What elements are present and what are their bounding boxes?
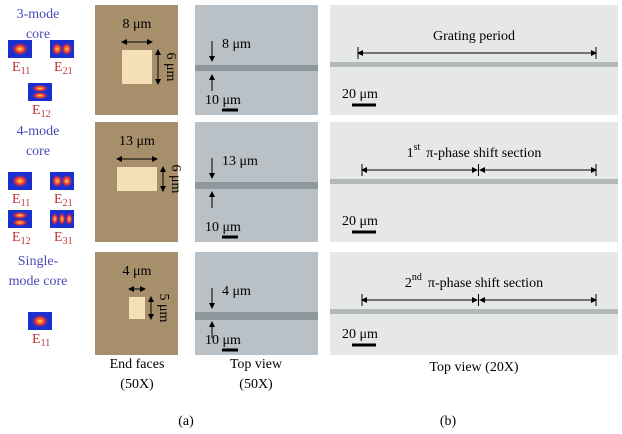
text-part: E: [12, 60, 21, 75]
top-view-width: 13 μm: [222, 154, 258, 169]
text-part: 12: [41, 109, 51, 120]
core-label: 3-mode: [17, 7, 60, 22]
mode-label: E21: [54, 60, 73, 77]
top-view-scale: 10 μm: [205, 333, 241, 348]
top-view-width: 8 μm: [222, 37, 251, 52]
text-part: E: [12, 230, 21, 245]
caption: Top view (20X): [429, 360, 519, 375]
caption: (50X): [239, 377, 273, 392]
text-part: 2: [405, 276, 412, 291]
section-title: Grating period: [433, 29, 515, 44]
end-face-width: 8 μm: [123, 17, 152, 32]
mode-lobe: [11, 174, 29, 188]
text-part: π-phase shift section: [426, 146, 541, 161]
core-label: core: [26, 27, 50, 42]
text-part: 31: [63, 236, 73, 247]
mode-lobe: [61, 42, 73, 56]
scale-label: 20 μm: [342, 87, 378, 102]
mode-lobe: [11, 211, 29, 219]
mode-label: E31: [54, 230, 73, 247]
mode-label: E11: [12, 192, 30, 209]
mode-label: E11: [12, 60, 30, 77]
text-part: 21: [63, 198, 73, 209]
text-part: 11: [21, 66, 31, 77]
core-label: 4-mode: [17, 124, 60, 139]
text-part: Grating period: [433, 29, 515, 44]
end-face-height: 6 μm: [168, 165, 183, 194]
figure-canvas: 3-modecoreE11E21E128 μm6 μm8 μm10 μm4-mo…: [0, 0, 622, 434]
waveguide: [195, 65, 318, 71]
text-part: E: [32, 332, 41, 347]
mode-label: E11: [32, 332, 50, 349]
core-label: Single-: [18, 254, 59, 269]
core-region: [117, 167, 157, 191]
text-part: 11: [41, 338, 51, 349]
mode-lobe: [65, 212, 73, 226]
mode-label: E21: [54, 192, 73, 209]
panel-label: (b): [440, 414, 457, 429]
text-part: E: [54, 230, 63, 245]
text-part: 11: [21, 198, 31, 209]
top-view-scale: 10 μm: [205, 220, 241, 235]
mode-lobe: [31, 92, 49, 100]
mode-lobe: [61, 174, 73, 188]
waveguide: [195, 182, 318, 189]
text-part: E: [12, 192, 21, 207]
mode-lobe: [11, 219, 29, 227]
text-part: E: [32, 103, 41, 118]
text-part: E: [54, 60, 63, 75]
text-part: 21: [63, 66, 73, 77]
top-view-width: 4 μm: [222, 284, 251, 299]
scale-label: 20 μm: [342, 327, 378, 342]
scale-label: 20 μm: [342, 214, 378, 229]
end-face-width: 4 μm: [123, 264, 152, 279]
text-part: st: [414, 142, 421, 153]
end-face-width: 13 μm: [119, 134, 155, 149]
mode-lobe: [51, 212, 59, 226]
caption: End faces: [110, 357, 165, 372]
figure: 3-modecoreE11E21E128 μm6 μm8 μm10 μm4-mo…: [0, 0, 622, 434]
mode-lobe: [11, 42, 29, 56]
end-face-height: 6 μm: [163, 53, 178, 82]
mode-label: E12: [32, 103, 51, 120]
mode-lobe: [31, 314, 49, 328]
waveguide: [330, 309, 618, 314]
top-view-scale: 10 μm: [205, 93, 241, 108]
core-region: [122, 50, 152, 84]
text-part: 1: [407, 146, 414, 161]
caption: Top view: [230, 357, 283, 372]
core-region: [129, 297, 145, 319]
mode-lobe: [31, 84, 49, 92]
mode-label: E12: [12, 230, 31, 247]
mode-lobe: [58, 212, 66, 226]
text-part: nd: [412, 272, 422, 283]
end-face-height: 5 μm: [156, 294, 171, 323]
waveguide: [195, 312, 318, 320]
waveguide: [330, 62, 618, 67]
caption: (50X): [120, 377, 154, 392]
text-part: π-phase shift section: [428, 276, 543, 291]
panel-label: (a): [178, 414, 194, 429]
text-part: E: [54, 192, 63, 207]
waveguide: [330, 179, 618, 184]
core-label: core: [26, 144, 50, 159]
core-label: mode core: [9, 274, 68, 289]
text-part: 12: [21, 236, 31, 247]
